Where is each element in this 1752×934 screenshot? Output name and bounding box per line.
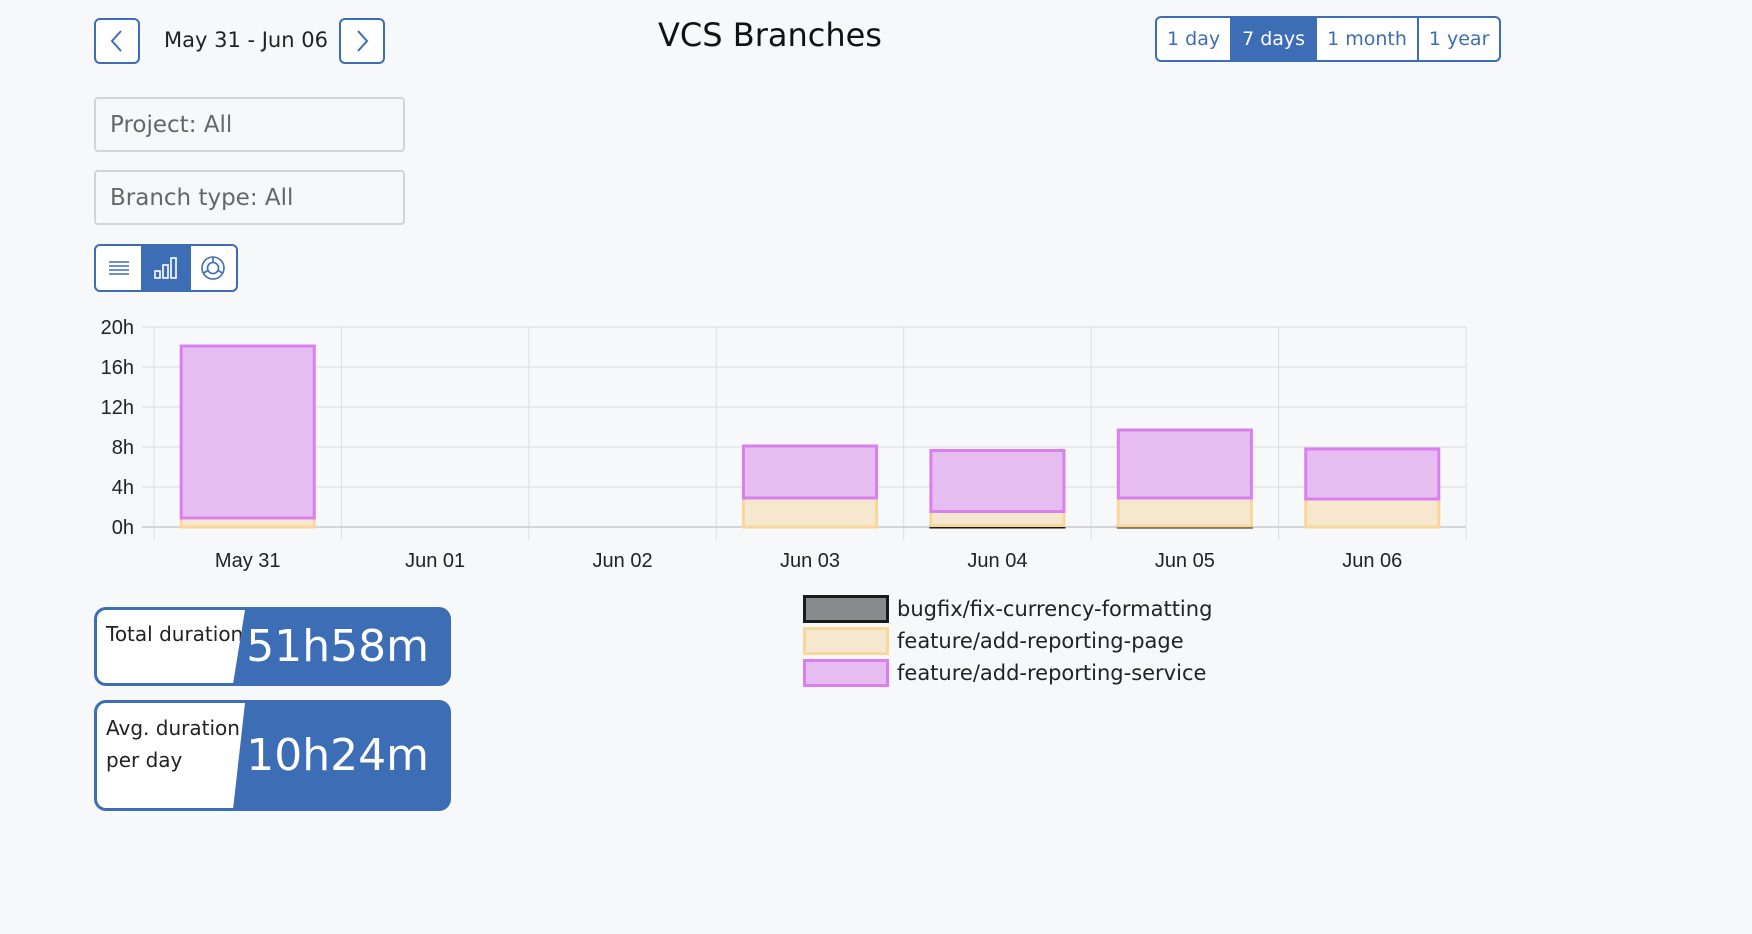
y-tick-label: 0h xyxy=(112,517,134,539)
legend-swatch xyxy=(803,659,889,687)
x-tick-label: Jun 01 xyxy=(405,550,465,572)
bar-segment[interactable] xyxy=(1304,497,1441,529)
y-tick-label: 4h xyxy=(112,477,134,499)
avg-duration-value: 10h24m xyxy=(246,730,429,781)
next-period-button[interactable] xyxy=(339,18,385,64)
avg-duration-label: Avg. duration per day xyxy=(97,703,245,808)
bar-chart-icon xyxy=(154,257,177,279)
stacked-bar-chart: 0h 4h 8h 12h 16h 20h May 31 Jun 01 Jun 02 Jun 03 J… xyxy=(101,317,1467,572)
legend-item-bugfix[interactable]: bugfix/fix-currency-formatting xyxy=(803,593,1212,625)
range-7-days-button[interactable]: 7 days xyxy=(1232,18,1318,60)
branch-type-filter[interactable]: Branch type: All xyxy=(94,170,405,225)
avg-duration-card: Avg. duration per day 10h24m xyxy=(94,700,451,811)
x-tick-label: Jun 03 xyxy=(780,550,840,572)
x-tick-label: Jun 05 xyxy=(1155,550,1215,572)
x-tick-label: Jun 06 xyxy=(1342,550,1402,572)
x-tick-label: Jun 04 xyxy=(967,550,1027,572)
y-tick-label: 8h xyxy=(112,437,134,459)
total-duration-value: 51h58m xyxy=(246,621,429,672)
bar-segment[interactable] xyxy=(1304,447,1441,501)
legend-label: bugfix/fix-currency-formatting xyxy=(897,597,1213,621)
total-duration-card: Total duration 51h58m xyxy=(94,607,451,686)
legend-swatch xyxy=(803,595,889,623)
y-tick-label: 16h xyxy=(101,357,134,379)
time-range-selector: 1 day 7 days 1 month 1 year xyxy=(1155,16,1502,62)
chevron-right-icon xyxy=(357,30,369,52)
bar-segment[interactable] xyxy=(1116,496,1253,528)
project-filter[interactable]: Project: All xyxy=(94,97,405,152)
pie-chart-icon xyxy=(201,256,226,280)
legend-label: feature/add-reporting-page xyxy=(897,629,1184,653)
bar-segment[interactable] xyxy=(929,510,1066,527)
pie-chart-view-button[interactable] xyxy=(191,246,236,290)
range-1-month-button[interactable]: 1 month xyxy=(1317,18,1419,60)
page-title: VCS Branches xyxy=(658,16,882,54)
chevron-left-icon xyxy=(110,30,122,52)
legend-item-reporting-page[interactable]: feature/add-reporting-page xyxy=(803,625,1212,657)
chart-legend: bugfix/fix-currency-formatting feature/a… xyxy=(803,593,1212,689)
bar-segment[interactable] xyxy=(741,496,879,529)
bar-segment[interactable] xyxy=(179,344,316,520)
total-duration-label: Total duration xyxy=(97,610,245,683)
bar-segment[interactable] xyxy=(741,444,879,500)
list-icon xyxy=(108,261,129,275)
legend-label: feature/add-reporting-service xyxy=(897,661,1207,685)
view-mode-selector xyxy=(94,244,238,292)
bar-segment[interactable] xyxy=(1116,428,1253,500)
legend-item-reporting-service[interactable]: feature/add-reporting-service xyxy=(803,657,1212,689)
y-tick-label: 12h xyxy=(101,397,134,419)
x-tick-label: Jun 02 xyxy=(593,550,653,572)
previous-period-button[interactable] xyxy=(94,18,140,64)
bar-segment[interactable] xyxy=(929,449,1066,513)
bar-chart-view-button[interactable] xyxy=(143,246,191,290)
range-1-day-button[interactable]: 1 day xyxy=(1157,18,1233,60)
date-range-label: May 31 - Jun 06 xyxy=(164,28,328,52)
range-1-year-button[interactable]: 1 year xyxy=(1428,28,1490,50)
y-tick-label: 20h xyxy=(101,317,134,339)
x-tick-label: May 31 xyxy=(215,550,281,572)
list-view-button[interactable] xyxy=(96,246,144,290)
legend-swatch xyxy=(803,627,889,655)
